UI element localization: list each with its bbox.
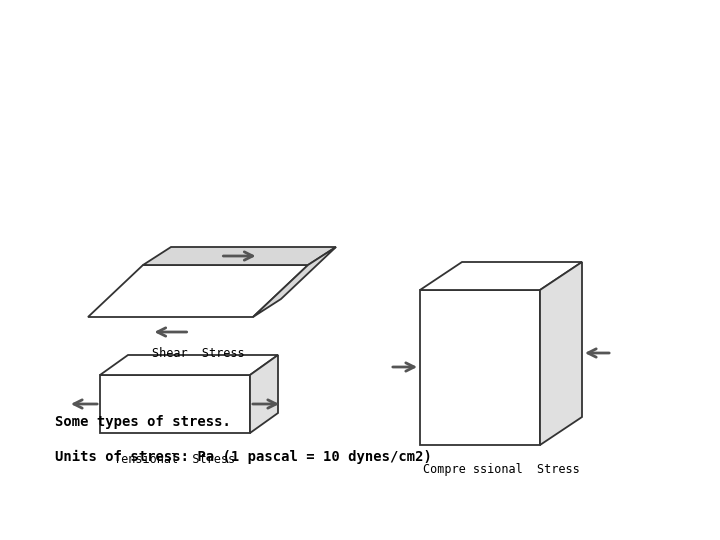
Text: Tensional  Stress: Tensional Stress: [114, 453, 235, 466]
Polygon shape: [420, 262, 582, 290]
Polygon shape: [100, 355, 278, 375]
Text: Compre ssional  Stress: Compre ssional Stress: [423, 463, 580, 476]
Polygon shape: [540, 262, 582, 445]
Text: Units of stress: Pa (1 pascal = 10 dynes/cm2): Units of stress: Pa (1 pascal = 10 dynes…: [55, 450, 432, 464]
Polygon shape: [100, 375, 250, 433]
Polygon shape: [253, 247, 336, 317]
Polygon shape: [250, 355, 278, 433]
Polygon shape: [420, 290, 540, 445]
Text: Shear  Stress: Shear Stress: [152, 347, 244, 360]
Text: Some types of stress.: Some types of stress.: [55, 415, 231, 429]
Polygon shape: [143, 247, 336, 265]
Polygon shape: [88, 265, 308, 317]
